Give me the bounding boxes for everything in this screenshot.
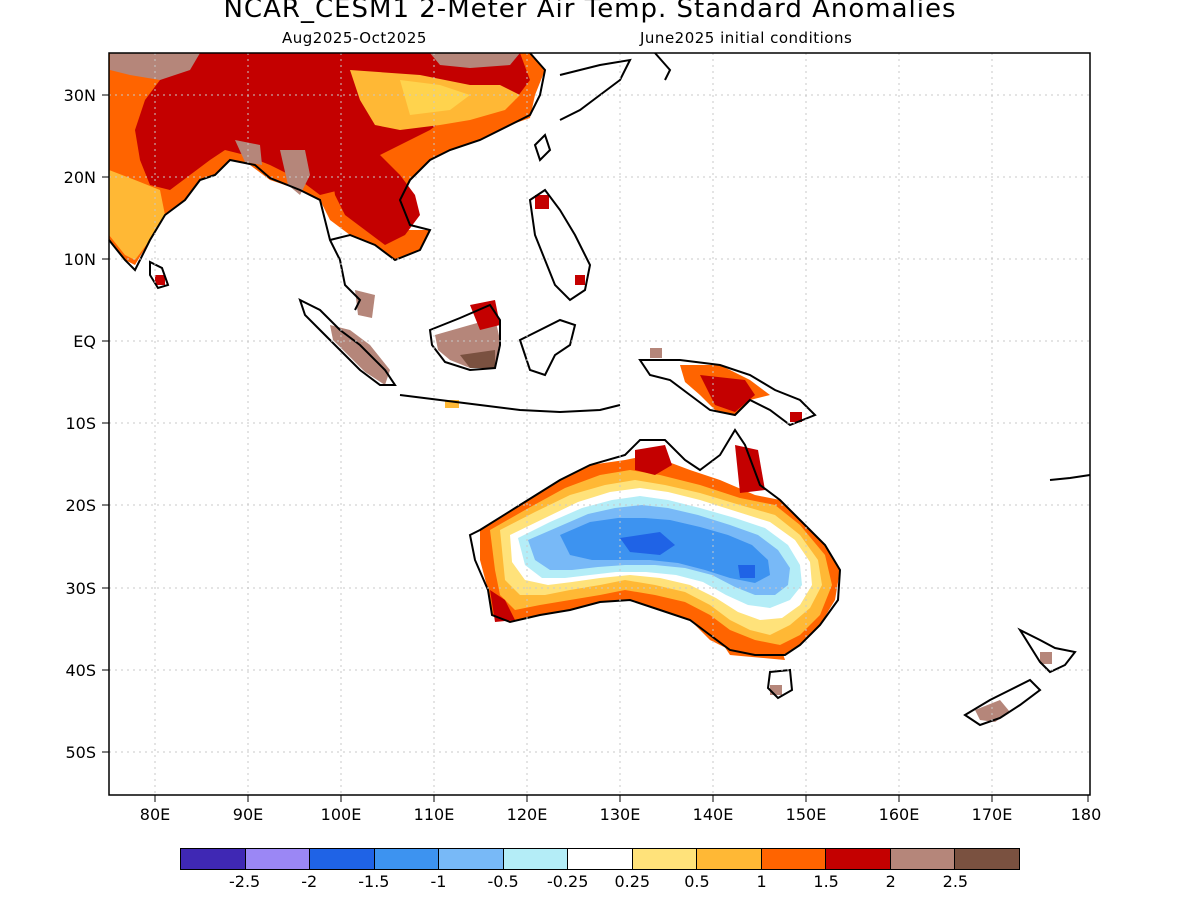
australia-anomaly xyxy=(480,445,840,695)
asia-anomaly xyxy=(109,53,545,265)
legend-label: -0.5 xyxy=(487,872,519,891)
legend-labels: -2.5 -2 -1.5 -1 -0.5 -0.25 0.25 0.5 1 1.5 2 2.5 xyxy=(0,872,1200,894)
legend-swatch xyxy=(955,849,1019,869)
legend-swatch xyxy=(439,849,504,869)
legend-label: 1 xyxy=(756,872,767,891)
legend-swatch xyxy=(890,849,956,869)
legend-swatch xyxy=(826,849,891,869)
legend-swatch xyxy=(697,849,762,869)
legend-swatch xyxy=(245,849,311,869)
legend-label: 2.5 xyxy=(942,872,969,891)
lon-label: 170E xyxy=(972,805,1013,824)
lon-label: 90E xyxy=(233,805,263,824)
map-frame xyxy=(108,52,1091,796)
map-title: NCAR_CESM1 2-Meter Air Temp. Standard An… xyxy=(223,0,957,24)
legend-swatch xyxy=(503,849,569,869)
forecast-period: Aug2025-Oct2025 xyxy=(282,29,427,47)
maritime-anomaly xyxy=(155,195,802,422)
legend-label: -0.25 xyxy=(546,872,589,891)
lat-label: 30N xyxy=(64,86,96,105)
lon-label: 160E xyxy=(879,805,920,824)
lat-label: 20S xyxy=(65,496,96,515)
legend-label: -1.5 xyxy=(358,872,390,891)
color-legend xyxy=(180,848,1020,870)
lon-label: 130E xyxy=(600,805,641,824)
legend-swatch xyxy=(181,849,246,869)
legend-label: 1.5 xyxy=(813,872,839,891)
legend-label: -1 xyxy=(430,872,447,891)
lon-label: 120E xyxy=(507,805,548,824)
initial-conditions: June2025 initial conditions xyxy=(640,29,853,47)
lon-label: 110E xyxy=(414,805,455,824)
lon-label: 80E xyxy=(140,805,170,824)
lat-label: EQ xyxy=(73,332,96,351)
legend-label: -2.5 xyxy=(229,872,261,891)
legend-swatch xyxy=(761,849,827,869)
legend-swatch xyxy=(374,849,440,869)
lon-label: 180 xyxy=(1071,805,1102,824)
lat-label: 40S xyxy=(65,661,96,680)
legend-swatch xyxy=(310,849,375,869)
lon-label: 150E xyxy=(786,805,827,824)
lat-label: 10N xyxy=(64,250,96,269)
legend-label: 0.5 xyxy=(684,872,710,891)
legend-swatch xyxy=(632,849,698,869)
legend-label: 0.25 xyxy=(614,872,651,891)
lat-label: 30S xyxy=(65,579,96,598)
legend-label: 2 xyxy=(885,872,896,891)
gridlines xyxy=(109,53,1090,795)
coastlines xyxy=(108,52,1091,727)
lon-label: 100E xyxy=(321,805,362,824)
lat-label: 20N xyxy=(64,168,96,187)
lat-label: 10S xyxy=(65,414,96,433)
legend-swatch xyxy=(568,849,633,869)
legend-label: -2 xyxy=(301,872,318,891)
axis-ticks xyxy=(102,94,1089,802)
lat-label: 50S xyxy=(65,743,96,762)
lon-label: 140E xyxy=(693,805,734,824)
